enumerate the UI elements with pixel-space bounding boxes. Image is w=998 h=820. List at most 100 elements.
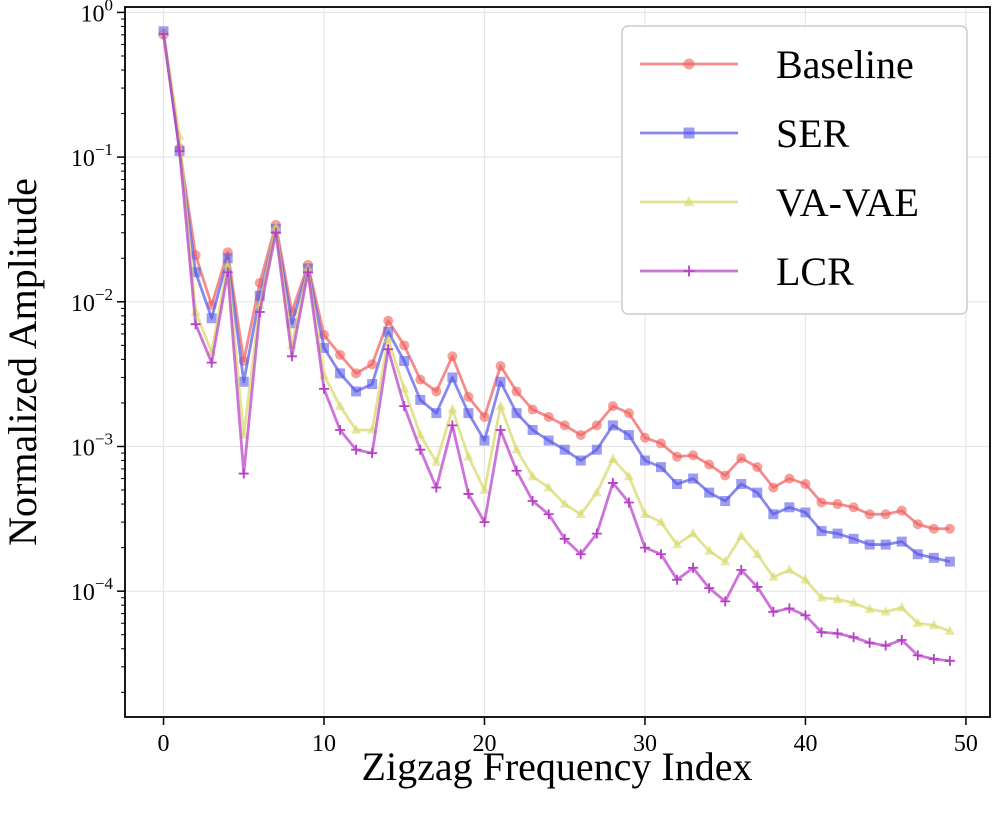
data-point xyxy=(447,351,458,362)
data-point xyxy=(559,444,570,455)
x-axis: 0 10 20 30 40 50 xyxy=(158,717,978,757)
data-point xyxy=(768,509,779,520)
data-point xyxy=(431,386,442,397)
plot-frame xyxy=(124,6,991,718)
data-point xyxy=(848,597,859,607)
data-point xyxy=(832,528,843,539)
data-point xyxy=(880,539,891,550)
data-point xyxy=(912,549,923,560)
data-point xyxy=(511,408,522,419)
legend-item: Baseline xyxy=(640,42,914,87)
data-point xyxy=(495,360,506,371)
series-line xyxy=(162,32,951,633)
y-tick-label: 100 xyxy=(81,0,114,27)
data-point xyxy=(896,536,907,547)
data-point xyxy=(431,408,442,419)
data-point xyxy=(254,290,265,301)
data-point xyxy=(238,376,249,387)
x-tick-label: 40 xyxy=(793,731,817,757)
data-point xyxy=(399,383,410,393)
data-point xyxy=(672,479,683,490)
data-point xyxy=(784,564,795,574)
data-point xyxy=(639,542,650,553)
data-point xyxy=(672,451,683,462)
data-point xyxy=(816,526,827,537)
y-tick-label: 10−1 xyxy=(71,140,113,172)
data-point xyxy=(623,470,634,481)
data-point xyxy=(591,528,602,539)
series-lcr xyxy=(158,28,955,666)
legend-item: SER xyxy=(640,111,850,156)
y-tick-label: 10−2 xyxy=(71,285,113,317)
data-point xyxy=(158,28,169,39)
data-point xyxy=(399,401,410,412)
x-axis-title: Zigzag Frequency Index xyxy=(362,744,753,789)
data-point xyxy=(511,465,522,476)
data-point xyxy=(222,259,233,269)
data-point xyxy=(896,634,907,645)
data-point xyxy=(447,420,458,431)
data-point xyxy=(688,450,699,461)
data-point xyxy=(784,603,795,614)
data-point xyxy=(527,404,538,415)
data-point xyxy=(463,450,474,461)
legend-label: VA-VAE xyxy=(776,180,919,225)
legend: Baseline SER VA-VAE LCR xyxy=(621,25,968,315)
data-point xyxy=(318,383,329,394)
data-point xyxy=(912,617,923,628)
data-point xyxy=(688,527,699,538)
data-point xyxy=(479,435,490,446)
data-point xyxy=(928,552,939,563)
data-point xyxy=(768,571,779,581)
x-tick-label: 30 xyxy=(633,731,657,757)
data-point xyxy=(864,539,875,550)
data-point xyxy=(367,359,378,370)
data-point xyxy=(656,462,667,473)
data-point xyxy=(944,556,955,567)
data-point xyxy=(607,401,618,412)
data-point xyxy=(527,495,538,506)
data-point xyxy=(944,523,955,534)
data-point xyxy=(335,400,346,410)
data-point xyxy=(351,444,362,455)
data-point xyxy=(752,581,763,592)
data-point xyxy=(318,342,329,353)
data-point xyxy=(479,517,490,528)
data-point xyxy=(800,479,811,490)
data-point xyxy=(704,545,715,555)
data-point xyxy=(286,318,297,329)
data-point xyxy=(383,315,394,326)
data-point xyxy=(800,610,811,621)
y-tick-label: 10−4 xyxy=(71,574,114,606)
data-point xyxy=(688,562,699,573)
data-point xyxy=(351,424,362,434)
data-point xyxy=(575,455,586,466)
data-point xyxy=(784,502,795,513)
data-point xyxy=(607,420,618,431)
data-point xyxy=(639,455,650,466)
data-point xyxy=(752,548,763,558)
data-point xyxy=(672,574,683,585)
data-point xyxy=(367,448,378,459)
data-point xyxy=(832,628,843,639)
data-point xyxy=(607,453,618,463)
data-point xyxy=(463,408,474,419)
data-point xyxy=(286,351,297,362)
data-point xyxy=(190,319,201,330)
data-point xyxy=(543,509,554,520)
legend-marker xyxy=(683,265,695,277)
data-point xyxy=(335,368,346,379)
data-point xyxy=(623,408,634,419)
data-point xyxy=(559,420,570,431)
data-point xyxy=(383,333,394,344)
data-point xyxy=(656,549,667,560)
data-point xyxy=(575,508,586,519)
data-point xyxy=(688,473,699,484)
data-point xyxy=(174,146,185,157)
data-point xyxy=(543,435,554,446)
data-point xyxy=(495,376,506,387)
data-point xyxy=(736,530,747,540)
data-point xyxy=(768,482,779,493)
data-point xyxy=(591,420,602,431)
legend-label: SER xyxy=(776,111,850,156)
